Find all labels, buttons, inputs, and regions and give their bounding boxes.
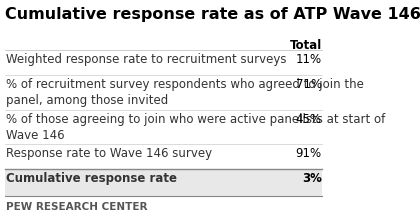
- Text: 3%: 3%: [302, 172, 322, 185]
- Text: Response rate to Wave 146 survey: Response rate to Wave 146 survey: [6, 147, 213, 160]
- Text: Cumulative response rate: Cumulative response rate: [6, 172, 177, 185]
- Bar: [5, 170, 322, 197]
- Text: Total: Total: [289, 39, 322, 52]
- Text: % of recruitment survey respondents who agreed to join the
panel, among those in: % of recruitment survey respondents who …: [6, 78, 364, 107]
- Text: Weighted response rate to recruitment surveys: Weighted response rate to recruitment su…: [6, 53, 287, 66]
- Text: 71%: 71%: [296, 78, 322, 91]
- Text: % of those agreeing to join who were active panelists at start of
Wave 146: % of those agreeing to join who were act…: [6, 113, 386, 142]
- Text: PEW RESEARCH CENTER: PEW RESEARCH CENTER: [6, 202, 148, 212]
- Text: Cumulative response rate as of ATP Wave 146: Cumulative response rate as of ATP Wave …: [5, 7, 420, 22]
- Text: 45%: 45%: [296, 113, 322, 126]
- Text: 11%: 11%: [296, 53, 322, 66]
- Text: 91%: 91%: [296, 147, 322, 160]
